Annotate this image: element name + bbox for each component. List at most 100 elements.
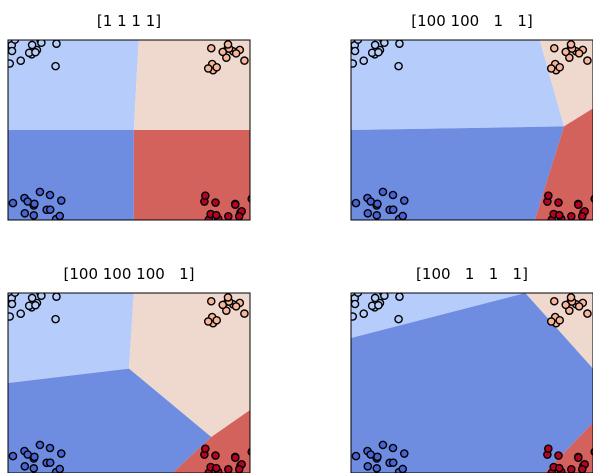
data-point — [55, 211, 65, 220]
data-point — [23, 197, 32, 206]
data-point — [27, 40, 37, 50]
data-point — [351, 198, 361, 208]
data-point — [27, 293, 37, 303]
data-point — [353, 40, 363, 44]
data-point — [29, 464, 39, 473]
region-class-0 — [351, 40, 564, 130]
data-point — [203, 317, 213, 326]
data-point — [374, 47, 383, 57]
data-point — [20, 208, 30, 218]
data-point — [8, 299, 17, 309]
data-point — [554, 463, 564, 473]
data-point — [395, 293, 404, 301]
data-point — [211, 463, 221, 473]
data-point — [554, 451, 563, 460]
data-point — [23, 450, 32, 459]
data-point — [224, 212, 233, 220]
region-class-3 — [133, 130, 250, 220]
data-point — [8, 59, 15, 68]
data-point — [573, 453, 583, 463]
data-point — [234, 464, 244, 473]
axes-frame — [350, 39, 593, 221]
data-point — [211, 210, 221, 220]
data-point — [56, 449, 66, 458]
data-point — [359, 309, 369, 319]
data-point — [555, 62, 565, 72]
data-point — [554, 210, 564, 220]
data-point — [45, 205, 55, 214]
data-point — [388, 205, 398, 214]
data-point — [31, 47, 40, 57]
data-point — [566, 293, 576, 302]
data-point — [37, 293, 46, 301]
data-point — [378, 187, 388, 197]
data-point — [52, 40, 61, 48]
data-point — [206, 43, 216, 53]
data-point — [16, 56, 26, 66]
data-point — [37, 40, 46, 48]
data-point — [380, 40, 389, 48]
axes-frame — [350, 292, 593, 473]
data-point — [45, 443, 55, 453]
data-point — [29, 211, 39, 220]
data-point — [8, 312, 15, 321]
region-class-1 — [129, 293, 250, 437]
data-point — [567, 212, 576, 220]
data-point — [351, 59, 358, 68]
data-point — [370, 40, 380, 50]
data-point — [51, 61, 60, 71]
data-point — [240, 309, 249, 318]
data-point — [247, 194, 250, 203]
data-point — [10, 40, 20, 44]
data-point — [351, 312, 358, 321]
data-point — [359, 56, 369, 66]
data-point — [351, 299, 360, 309]
data-point — [231, 49, 241, 58]
data-point — [395, 40, 404, 48]
data-point — [544, 444, 553, 453]
data-point — [206, 296, 216, 306]
data-point — [351, 451, 361, 461]
data-point — [16, 309, 26, 319]
data-point — [546, 317, 556, 326]
data-point — [211, 198, 220, 207]
data-point — [583, 56, 592, 65]
data-point — [8, 451, 18, 461]
data-point — [544, 191, 553, 200]
data-point — [549, 43, 559, 53]
data-point — [201, 444, 210, 453]
data-point — [555, 315, 565, 325]
data-point — [370, 293, 380, 303]
panel-3 — [7, 292, 251, 473]
data-point — [230, 453, 240, 463]
axes-frame — [7, 39, 251, 221]
data-point — [374, 300, 383, 310]
data-point — [546, 64, 556, 73]
data-point — [351, 46, 360, 56]
data-point — [20, 461, 30, 471]
region-class-2 — [351, 293, 593, 473]
data-point — [394, 314, 403, 324]
data-point — [567, 465, 576, 473]
panel-title: [100 1 1 1] — [416, 265, 528, 283]
data-point — [577, 211, 587, 220]
data-point — [56, 196, 66, 205]
data-point — [363, 208, 373, 218]
data-point — [549, 296, 559, 306]
data-point — [398, 464, 408, 473]
data-point — [363, 461, 373, 471]
data-point — [55, 464, 65, 473]
data-point — [240, 56, 249, 65]
data-point — [372, 211, 382, 220]
data-point — [223, 293, 233, 302]
data-point — [203, 64, 213, 73]
region-class-2 — [351, 126, 564, 220]
data-point — [51, 314, 60, 324]
data-point — [372, 464, 382, 473]
panel-title: [100 100 1 1] — [411, 12, 533, 30]
region-class-0 — [8, 40, 139, 130]
panel-title: [1 1 1 1] — [96, 12, 162, 30]
data-point — [388, 443, 398, 453]
data-point — [8, 46, 17, 56]
data-point — [388, 458, 398, 467]
